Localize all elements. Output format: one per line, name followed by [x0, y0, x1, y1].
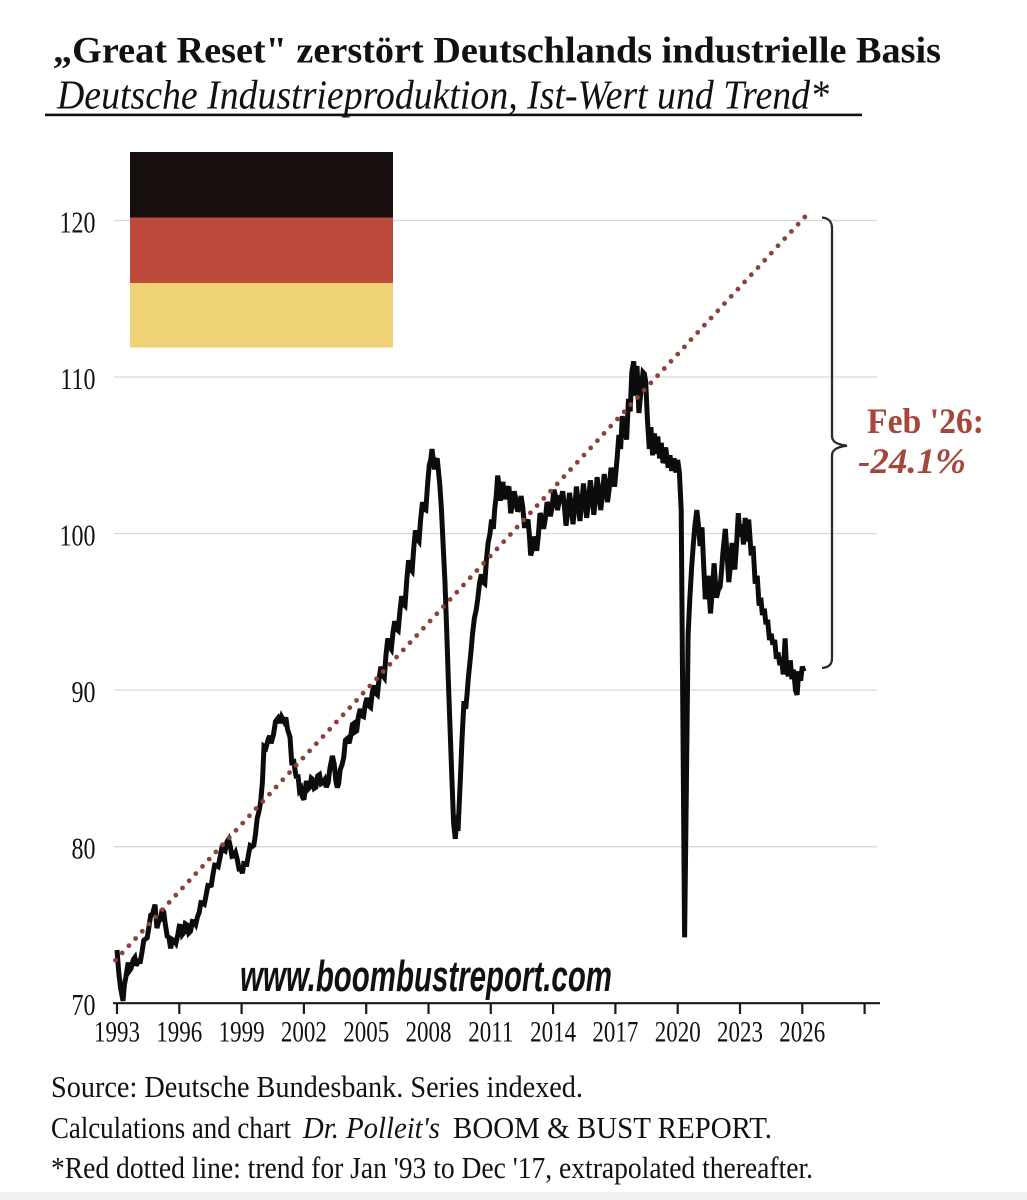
svg-text:70: 70	[72, 987, 96, 1022]
svg-text:2002: 2002	[281, 1015, 327, 1048]
svg-text:2014: 2014	[530, 1015, 576, 1048]
svg-text:90: 90	[72, 674, 96, 709]
svg-text:2026: 2026	[779, 1015, 825, 1048]
svg-text:2008: 2008	[406, 1015, 452, 1048]
svg-text:BOOM & BUST REPORT.: BOOM & BUST REPORT.	[453, 1111, 772, 1145]
svg-text:120: 120	[60, 205, 96, 240]
svg-text:1996: 1996	[156, 1015, 202, 1048]
svg-text:Feb '26:: Feb '26:	[867, 401, 984, 441]
svg-text:Calculations and chart: Calculations and chart	[51, 1111, 291, 1145]
svg-text:1999: 1999	[219, 1015, 265, 1048]
svg-text:1993: 1993	[94, 1015, 140, 1048]
svg-text:Deutsche Industrieproduktion,: Deutsche Industrieproduktion, Ist-Wert u…	[56, 73, 830, 118]
svg-text:2005: 2005	[343, 1015, 389, 1048]
svg-text:Dr. Polleit's: Dr. Polleit's	[302, 1111, 440, 1145]
svg-text:2011: 2011	[468, 1015, 513, 1048]
svg-text:2020: 2020	[655, 1015, 701, 1048]
svg-text:-24.1%: -24.1%	[858, 441, 966, 481]
svg-text:2023: 2023	[717, 1015, 763, 1048]
svg-text:2017: 2017	[592, 1015, 638, 1048]
svg-text:110: 110	[60, 361, 95, 396]
svg-text:www.boombustreport.com: www.boombustreport.com	[240, 952, 612, 1001]
svg-text:„Great Reset" zerstört Deutsch: „Great Reset" zerstört Deutschlands indu…	[53, 31, 941, 72]
svg-text:100: 100	[60, 518, 96, 553]
svg-text:Source: Deutsche Bundesbank. S: Source: Deutsche Bundesbank. Series inde…	[51, 1070, 583, 1104]
svg-text:*Red dotted line: trend for Ja: *Red dotted line: trend for Jan '93 to D…	[51, 1151, 813, 1185]
svg-text:80: 80	[72, 831, 96, 866]
